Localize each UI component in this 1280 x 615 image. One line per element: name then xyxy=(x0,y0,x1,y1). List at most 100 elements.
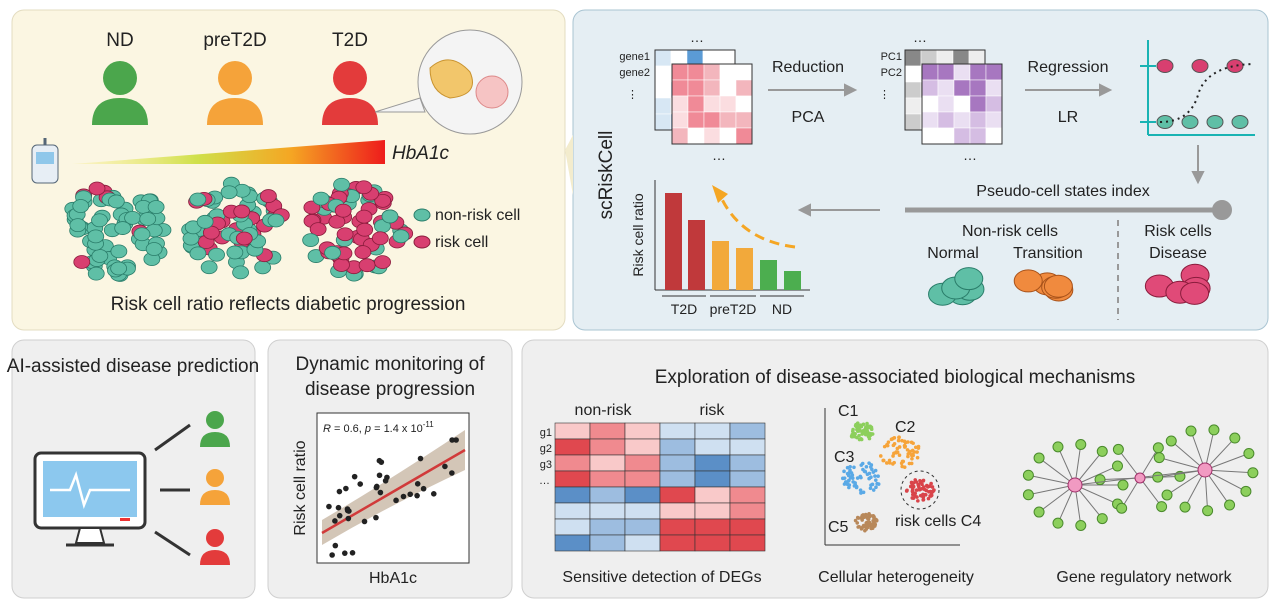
y-label: Risk cell ratio xyxy=(292,440,309,535)
matrix-cell xyxy=(671,79,689,97)
matrix-cell xyxy=(953,79,971,97)
matrix-cell xyxy=(921,127,939,145)
cluster-point xyxy=(870,482,875,487)
matrix-cell xyxy=(654,97,672,115)
cluster-point xyxy=(861,523,866,528)
cell xyxy=(235,231,253,246)
edge xyxy=(1159,457,1206,471)
cell xyxy=(114,221,132,235)
cluster-axes xyxy=(824,408,960,546)
matrix-cell xyxy=(921,111,939,129)
heat-cell xyxy=(589,454,626,472)
heat-cell xyxy=(624,422,661,440)
cell xyxy=(139,212,157,226)
matrix-cell xyxy=(687,79,705,97)
cell xyxy=(189,192,207,207)
pancreas-bubble xyxy=(374,29,523,135)
gene-node xyxy=(1033,452,1045,464)
heat-cell xyxy=(624,502,661,520)
cluster-point xyxy=(896,438,901,443)
cell xyxy=(220,185,238,200)
step-label: LR xyxy=(1058,109,1078,126)
heat-cell xyxy=(624,470,661,488)
cluster-point xyxy=(871,470,876,474)
cluster-point xyxy=(868,486,873,491)
cluster-point xyxy=(926,496,931,501)
cell xyxy=(1043,274,1073,298)
cluster-label: C5 xyxy=(828,519,849,536)
heat-cell xyxy=(659,486,696,504)
cluster-point xyxy=(910,448,915,453)
cell xyxy=(1191,59,1209,73)
edge xyxy=(1139,477,1163,507)
panel-title: Exploration of disease-associated biolog… xyxy=(655,367,1136,388)
heat-row-label: … xyxy=(539,475,550,487)
cell xyxy=(954,267,984,291)
cell xyxy=(334,203,352,218)
scatter-point xyxy=(414,492,420,499)
cluster-point xyxy=(873,478,878,482)
matrix-cell xyxy=(719,95,737,113)
edge xyxy=(1121,477,1141,509)
scatter-point xyxy=(336,488,343,495)
matrix-cell xyxy=(904,97,922,115)
heat-cell xyxy=(694,422,731,440)
cell xyxy=(1180,281,1210,305)
edge xyxy=(1074,465,1118,486)
cluster-point xyxy=(873,524,877,528)
heat-cell xyxy=(554,422,591,440)
gene-node xyxy=(1243,447,1255,459)
matrix-cell xyxy=(904,113,922,131)
cell xyxy=(73,255,91,269)
heat-cell xyxy=(554,470,591,488)
scatter-point xyxy=(414,481,421,487)
matrix-cell xyxy=(904,49,922,67)
heat-cell xyxy=(659,438,696,456)
group-label: preT2D xyxy=(203,30,266,51)
arrows xyxy=(768,83,1232,220)
step-label: Reduction xyxy=(772,59,844,76)
cluster-point xyxy=(858,474,863,479)
hub-node xyxy=(1197,462,1213,478)
cell xyxy=(72,199,90,213)
state-group: Risk cells xyxy=(1144,223,1212,240)
state-label: Disease xyxy=(1149,245,1207,262)
matrix-cell xyxy=(953,95,971,113)
matrix-cell xyxy=(654,49,672,67)
cluster-point xyxy=(911,441,915,446)
cluster-point xyxy=(856,516,861,520)
cell xyxy=(226,245,244,260)
cluster-point xyxy=(866,434,871,439)
x-label: HbA1c xyxy=(369,570,417,587)
cluster-point xyxy=(921,479,926,483)
matrix-cell xyxy=(921,95,939,113)
cell xyxy=(303,200,321,215)
scatter-point xyxy=(335,504,342,511)
heat-cell xyxy=(659,454,696,472)
cluster-point xyxy=(863,469,868,474)
cluster-point xyxy=(885,443,890,448)
scatter-point xyxy=(377,489,384,496)
cluster-point xyxy=(887,458,892,463)
cluster-point xyxy=(863,431,868,436)
cell xyxy=(182,231,200,246)
scatter-point xyxy=(417,455,424,462)
hba1c-gradient xyxy=(72,140,385,164)
scatter-point xyxy=(407,491,414,498)
links xyxy=(154,423,191,557)
stat-text: R = 0.6, p = 1.4 x 10-11 xyxy=(323,420,434,435)
cell xyxy=(260,189,277,203)
cell xyxy=(200,260,218,275)
cell xyxy=(107,194,125,209)
heat-cell xyxy=(694,454,731,472)
gene-node xyxy=(1152,471,1164,483)
confidence-band xyxy=(322,430,465,545)
edge xyxy=(1204,469,1253,474)
heat-cell xyxy=(624,486,661,504)
matrix-cell xyxy=(921,79,939,97)
matrix-frame xyxy=(921,63,1003,145)
matrix-cell xyxy=(735,111,753,129)
cluster-point xyxy=(899,461,904,466)
person-t2d xyxy=(322,61,378,125)
highlight xyxy=(900,470,940,510)
